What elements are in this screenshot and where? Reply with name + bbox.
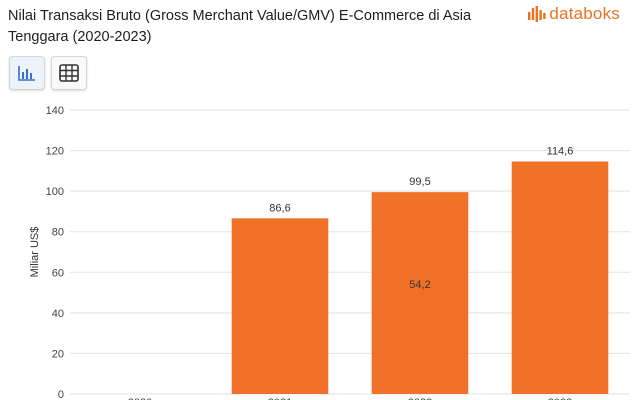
table-grid-icon (59, 64, 79, 82)
inner-label-2022: 54,2 (409, 279, 430, 291)
y-tick-label: 120 (46, 146, 64, 158)
y-axis-label: Miliar US$ (29, 227, 41, 278)
brand-name: databoks (549, 4, 620, 23)
bar-2021 (231, 218, 329, 394)
brand-logo: databoks (528, 4, 620, 24)
bar-2023 (511, 161, 609, 394)
x-tick-label-2021: 2021 (268, 397, 292, 400)
x-tick-label-2022: 2022 (408, 397, 432, 400)
y-tick-label: 0 (58, 389, 64, 400)
bar-2022 (371, 192, 469, 394)
data-label-2021: 86,6 (269, 202, 290, 214)
bar-chart-view-button[interactable] (9, 56, 45, 90)
y-tick-label: 40 (52, 308, 64, 320)
y-tick-label: 20 (52, 348, 64, 360)
data-label-2022: 99,5 (409, 176, 430, 188)
bars (231, 161, 609, 394)
data-labels: 86,6 99,5 54,2 114,6 (269, 146, 573, 292)
y-tick-label: 80 (52, 227, 64, 239)
y-tick-label: 140 (46, 105, 64, 117)
data-label-2023: 114,6 (547, 146, 574, 158)
y-axis-ticks: 0 20 40 60 80 100 120 140 (46, 105, 64, 400)
bar-chart-icon (18, 66, 35, 81)
table-view-button[interactable] (51, 56, 87, 90)
databoks-logo-icon (528, 6, 546, 22)
x-tick-label-2023: 2023 (548, 397, 572, 400)
y-tick-label: 60 (52, 267, 64, 279)
chart-title: Nilai Transaksi Bruto (Gross Merchant Va… (8, 8, 472, 45)
x-axis-ticks: 2020 2021 2022 2023 (128, 397, 572, 400)
x-tick-label-2020: 2020 (128, 397, 152, 400)
y-tick-label: 100 (46, 186, 64, 198)
